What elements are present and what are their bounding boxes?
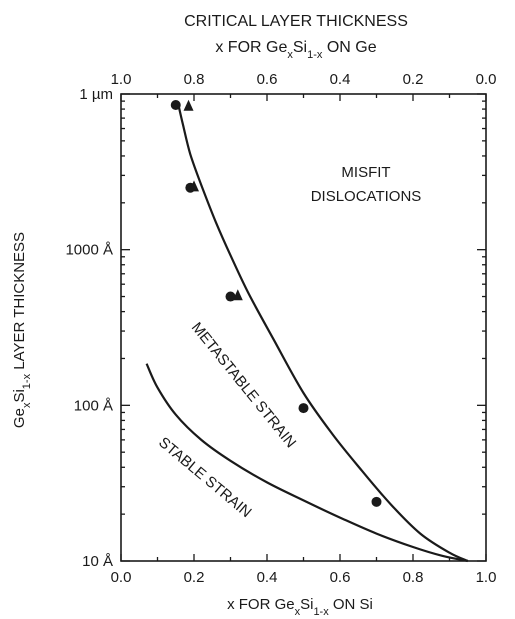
y-axis-label-sub2: 1-x [21, 373, 33, 389]
top-tick-label: 0.2 [403, 71, 424, 88]
y-tick-label: 1 µm [79, 86, 113, 103]
x-tick-label: 0.0 [111, 569, 132, 586]
plot-frame [120, 93, 487, 562]
y-axis-label-mid: Si [11, 389, 28, 402]
metastable-boundary-curve [176, 100, 469, 563]
data-point-circle [298, 403, 309, 414]
y-tick-label: 1000 Å [65, 242, 113, 259]
top-axis-label-pre: x FOR Ge [215, 39, 287, 56]
x-tick-label: 0.8 [403, 569, 424, 586]
y-axis-label-sub1: x [21, 402, 33, 408]
data-markers [170, 99, 382, 507]
data-point-circle [371, 496, 382, 507]
top-tick-label: 0.8 [184, 71, 205, 88]
y-axis-label-post: LAYER THICKNESS [11, 232, 28, 374]
axes: 0.0 0.2 0.4 0.6 0.8 1.0 1.0 0.8 0.6 0.4 0.2 0.0 1 µm… [65, 71, 496, 586]
y-axis-label-pre: Ge [11, 408, 28, 428]
stable-boundary-curve [145, 363, 469, 563]
x-axis-label: x FOR GexSi1-x ON Si [227, 596, 373, 618]
top-axis-label-post: ON Ge [322, 39, 376, 56]
x-tick-label: 0.4 [257, 569, 278, 586]
data-point-triangle [189, 180, 199, 192]
x-axis-label-mid: Si [300, 596, 313, 613]
region-label-misfit: MISFIT [341, 164, 390, 181]
x-tick-label: 1.0 [476, 569, 497, 586]
x-axis-label-sub1: x [295, 606, 301, 618]
top-axis-label-sub1: x [287, 49, 293, 61]
x-axis-label-sub2: 1-x [313, 606, 329, 618]
data-point-circle [170, 99, 181, 110]
region-label-stable: STABLE STRAIN [155, 434, 254, 521]
top-tick-label: 1.0 [111, 71, 132, 88]
region-label-dislocations: DISLOCATIONS [311, 188, 422, 205]
region-label-metastable: METASTABLE STRAIN [188, 319, 299, 451]
x-tick-label: 0.6 [330, 569, 351, 586]
y-tick-label: 100 Å [74, 397, 113, 414]
data-point-triangle [183, 99, 194, 111]
y-axis-label: GexSi1-x LAYER THICKNESS [11, 232, 33, 428]
chart-title: CRITICAL LAYER THICKNESS [184, 13, 408, 30]
x-axis-label-post: ON Si [329, 596, 373, 613]
x-axis-label-pre: x FOR Ge [227, 596, 295, 613]
data-point-circle [225, 291, 236, 302]
y-tick-label: 10 Å [82, 553, 113, 570]
top-axis-label-mid: Si [293, 39, 307, 56]
top-axis-label: x FOR GexSi1-x ON Ge [215, 39, 376, 61]
top-axis-label-sub2: 1-x [307, 49, 323, 61]
top-tick-label: 0.0 [476, 71, 497, 88]
x-tick-label: 0.2 [184, 569, 205, 586]
data-point-triangle [232, 289, 243, 301]
boundary-curves [145, 100, 469, 563]
top-tick-label: 0.6 [257, 71, 278, 88]
top-tick-label: 0.4 [330, 71, 351, 88]
